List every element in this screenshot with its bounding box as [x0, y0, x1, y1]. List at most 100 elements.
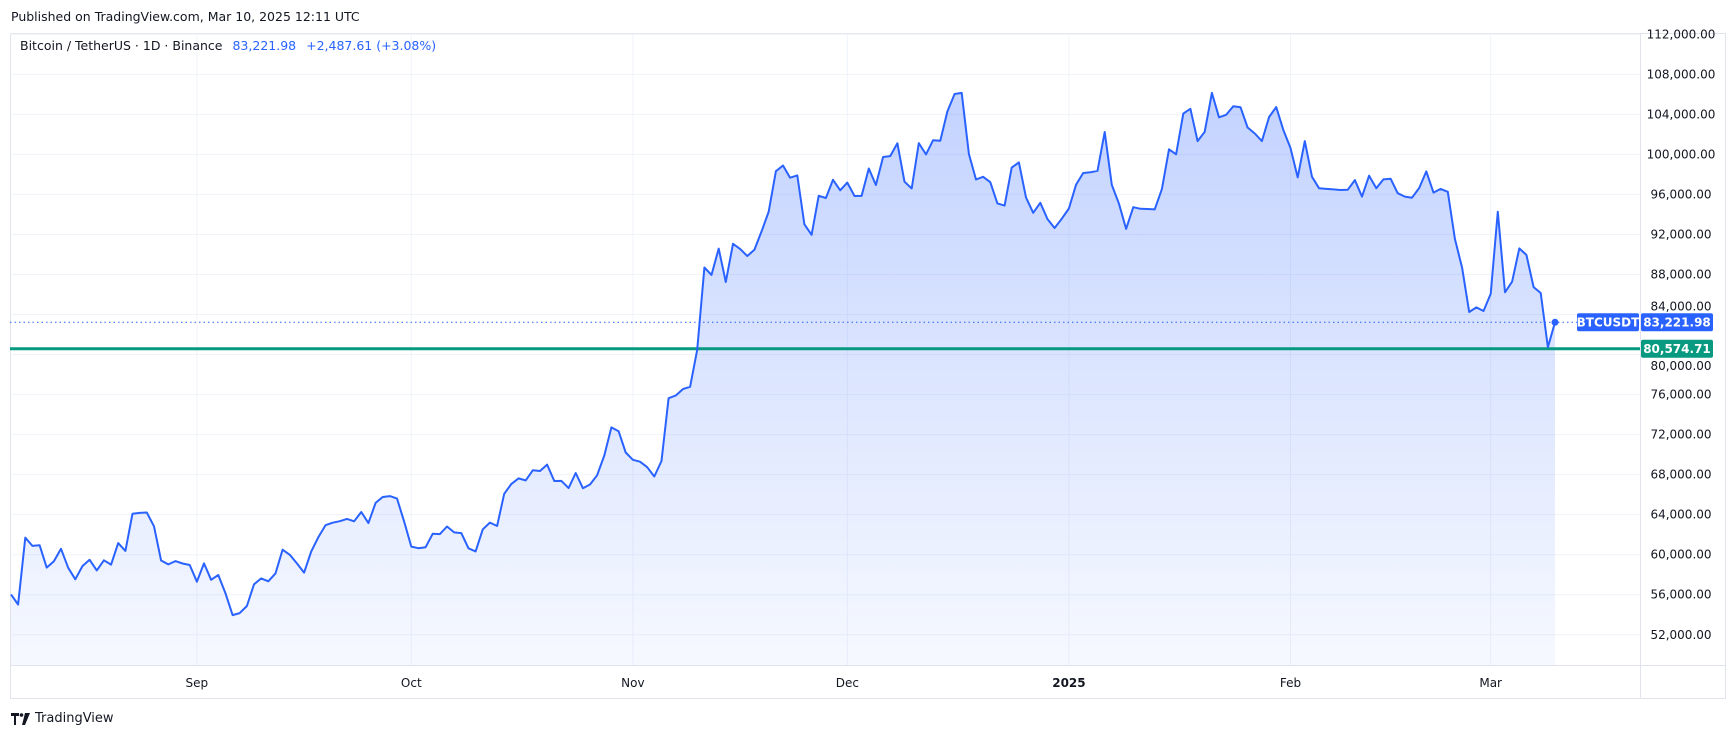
data-point	[797, 175, 798, 176]
data-point	[46, 567, 47, 568]
data-point	[61, 548, 62, 549]
data-point	[404, 521, 405, 522]
data-point	[1097, 170, 1098, 171]
data-point	[1247, 127, 1248, 128]
x-tick-label: Feb	[1280, 676, 1301, 690]
data-point	[411, 546, 412, 547]
support-label: 80,574.71	[1643, 342, 1711, 356]
data-point	[675, 395, 676, 396]
data-point	[1254, 133, 1255, 134]
data-point	[539, 471, 540, 472]
data-point	[1490, 293, 1491, 294]
data-point	[904, 181, 905, 182]
data-point	[1233, 106, 1234, 107]
data-point	[1533, 287, 1534, 288]
y-tick-label: 84,000.00	[1650, 299, 1711, 313]
data-point	[604, 455, 605, 456]
data-point	[1211, 92, 1212, 93]
data-point	[11, 594, 12, 595]
data-point	[354, 521, 355, 522]
data-point	[918, 143, 919, 144]
symbol-title: Bitcoin / TetherUS · 1D · Binance	[20, 38, 223, 53]
data-point	[790, 177, 791, 178]
data-point	[1476, 307, 1477, 308]
data-point	[883, 156, 884, 157]
data-point	[375, 502, 376, 503]
data-point	[811, 234, 812, 235]
data-point	[561, 480, 562, 481]
data-point	[318, 537, 319, 538]
y-tick-label: 100,000.00	[1647, 147, 1716, 161]
data-point	[1362, 196, 1363, 197]
data-point	[925, 154, 926, 155]
data-point	[389, 496, 390, 497]
data-point	[747, 256, 748, 257]
data-point	[161, 560, 162, 561]
data-point	[1290, 148, 1291, 149]
y-tick-label: 68,000.00	[1650, 468, 1711, 482]
data-point	[1326, 188, 1327, 189]
data-point	[153, 526, 154, 527]
data-point	[1419, 187, 1420, 188]
data-point	[890, 156, 891, 157]
data-point	[482, 529, 483, 530]
data-point	[847, 182, 848, 183]
data-point	[1354, 180, 1355, 181]
footer-brand[interactable]: TradingView	[11, 711, 114, 726]
data-point	[518, 478, 519, 479]
data-point	[1311, 176, 1312, 177]
data-point	[625, 452, 626, 453]
data-point	[168, 564, 169, 565]
data-point	[304, 572, 305, 573]
data-point	[704, 267, 705, 268]
data-point	[1412, 197, 1413, 198]
data-point	[1061, 218, 1062, 219]
data-point	[854, 196, 855, 197]
data-point	[1004, 205, 1005, 206]
last-price-dot	[1551, 318, 1559, 326]
data-point	[1111, 184, 1112, 185]
data-point	[833, 179, 834, 180]
data-point	[504, 493, 505, 494]
data-point	[825, 197, 826, 198]
data-point	[232, 615, 233, 616]
data-point	[1469, 312, 1470, 313]
data-point	[933, 140, 934, 141]
symbol-badge	[1577, 313, 1639, 332]
data-point	[32, 545, 33, 546]
data-point	[196, 581, 197, 582]
legend-price: 83,221.98	[232, 38, 297, 53]
data-point	[189, 564, 190, 565]
data-point	[1033, 212, 1034, 213]
data-point	[525, 480, 526, 481]
data-point	[211, 579, 212, 580]
data-point	[1226, 114, 1227, 115]
data-point	[132, 513, 133, 514]
data-point	[425, 547, 426, 548]
data-point	[275, 573, 276, 574]
data-point	[332, 522, 333, 523]
data-point	[268, 581, 269, 582]
data-point	[568, 488, 569, 489]
data-point	[146, 512, 147, 513]
data-point	[740, 248, 741, 249]
data-point	[1269, 117, 1270, 118]
data-point	[1347, 189, 1348, 190]
data-point	[1404, 196, 1405, 197]
data-point	[1126, 228, 1127, 229]
data-point	[861, 195, 862, 196]
chart-legend: Bitcoin / TetherUS · 1D · Binance 83,221…	[20, 38, 436, 53]
data-point	[511, 483, 512, 484]
data-point	[1397, 193, 1398, 194]
y-tick-label: 96,000.00	[1650, 187, 1711, 201]
data-point	[82, 565, 83, 566]
data-point	[439, 534, 440, 535]
data-point	[1147, 208, 1148, 209]
data-point	[761, 231, 762, 232]
x-tick-label: Sep	[186, 676, 209, 690]
data-point	[532, 470, 533, 471]
data-point	[282, 549, 283, 550]
y-tick-label: 112,000.00	[1647, 27, 1716, 41]
data-point	[1118, 203, 1119, 204]
